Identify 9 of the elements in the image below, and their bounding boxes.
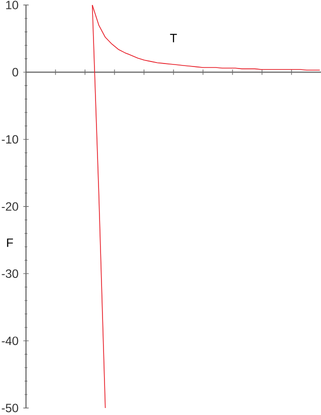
y-tick-label: -40 bbox=[2, 336, 18, 346]
x-axis-title: T bbox=[170, 34, 177, 42]
y-tick-label: 0 bbox=[12, 68, 18, 76]
y-tick-label: -50 bbox=[2, 404, 18, 412]
y-tick-label: -20 bbox=[2, 202, 18, 211]
y-axis-title: F bbox=[7, 238, 13, 247]
y-tick-label: -30 bbox=[2, 269, 18, 278]
y-tick-label: -10 bbox=[2, 135, 18, 144]
y-tick-label: 10 bbox=[6, 0, 18, 10]
